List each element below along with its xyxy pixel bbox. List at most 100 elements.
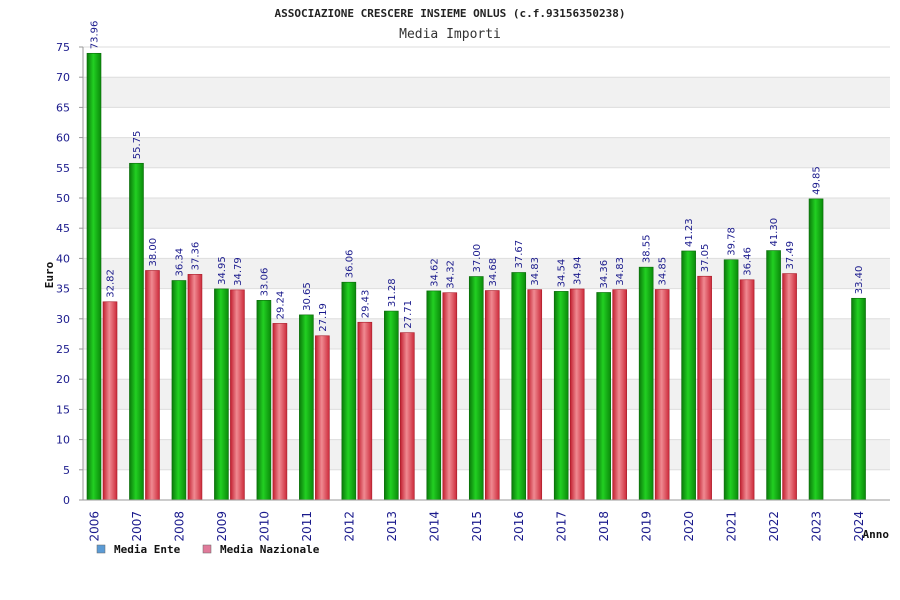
x-tick-label: 2006 xyxy=(88,511,102,542)
bar-media-ente xyxy=(129,162,144,501)
data-label-media-ente: 49.85 xyxy=(812,166,823,195)
data-label-media-ente: 41.23 xyxy=(684,218,695,247)
data-label-media-nazionale: 34.32 xyxy=(445,260,456,289)
y-axis-label: Euro xyxy=(43,261,56,288)
bar-media-ente xyxy=(426,290,442,501)
data-label-media-nazionale: 38.00 xyxy=(148,238,159,267)
data-label-media-ente: 37.00 xyxy=(472,244,483,273)
x-tick-label: 2009 xyxy=(215,511,229,542)
bar-media-nazionale xyxy=(782,273,797,501)
plot-band xyxy=(83,77,890,108)
bar-media-nazionale xyxy=(612,289,627,501)
x-tick-label: 2015 xyxy=(470,511,484,542)
data-label-media-ente: 30.65 xyxy=(302,282,313,311)
bar-media-nazionale xyxy=(569,288,585,501)
data-labels: 73.96 32.82 55.75 38.00 36.34 37.36 34.95 34.79… xyxy=(90,21,866,332)
bar-media-ente xyxy=(299,314,314,501)
y-tick-label: 70 xyxy=(56,71,70,84)
x-tick-label: 2008 xyxy=(172,511,186,542)
bar-media-nazionale xyxy=(527,289,543,501)
data-label-media-nazionale: 34.79 xyxy=(233,257,244,286)
legend-label-media-ente: Media Ente xyxy=(114,543,181,556)
data-label-media-ente: 33.06 xyxy=(259,268,270,297)
x-tick-label: 2007 xyxy=(130,511,144,542)
bar-media-ente xyxy=(808,198,824,501)
data-label-media-nazionale: 34.94 xyxy=(573,256,584,285)
bar-media-nazionale xyxy=(315,335,330,501)
bar-media-nazionale xyxy=(145,270,160,501)
x-tick-label: 2011 xyxy=(300,511,314,542)
data-label-media-nazionale: 34.83 xyxy=(530,257,541,286)
bar-media-ente xyxy=(596,292,611,501)
data-label-media-ente: 31.28 xyxy=(387,278,398,307)
y-tick-label: 25 xyxy=(56,343,70,356)
bar-media-ente xyxy=(638,266,654,501)
y-tick-label: 30 xyxy=(56,313,70,326)
y-tick-label: 75 xyxy=(56,41,70,54)
bar-media-ente xyxy=(553,291,569,501)
x-tick-label: 2010 xyxy=(257,511,271,542)
plot-band xyxy=(83,258,890,289)
x-tick-label: 2020 xyxy=(682,511,696,542)
bar-media-ente xyxy=(341,281,357,501)
data-label-media-ente: 33.40 xyxy=(854,266,865,295)
legend-swatch-media-nazionale xyxy=(202,544,212,554)
y-tick-label: 60 xyxy=(56,132,70,145)
bar-media-ente xyxy=(723,259,739,501)
bar-media-ente xyxy=(384,310,399,501)
legend-label-media-nazionale: Media Nazionale xyxy=(220,543,320,556)
x-tick-label: 2016 xyxy=(512,511,526,542)
bar-media-ente xyxy=(766,250,781,501)
bar-media-nazionale xyxy=(357,321,373,501)
bar-media-ente xyxy=(851,297,866,501)
chart-subtitle: Media Importi xyxy=(399,27,501,42)
bar-media-nazionale xyxy=(697,275,712,501)
data-label-media-nazionale: 29.43 xyxy=(360,290,371,319)
data-label-media-ente: 36.34 xyxy=(174,248,185,277)
x-tick-label: 2024 xyxy=(852,511,866,542)
bar-media-nazionale xyxy=(484,290,500,501)
data-label-media-nazionale: 34.83 xyxy=(615,257,626,286)
x-tick-label: 2018 xyxy=(597,511,611,542)
data-label-media-nazionale: 34.68 xyxy=(488,258,499,287)
y-tick-label: 40 xyxy=(56,252,70,265)
data-label-media-ente: 34.62 xyxy=(429,258,440,287)
x-tick-label: 2013 xyxy=(385,511,399,542)
data-label-media-ente: 36.06 xyxy=(344,250,355,279)
bar-media-nazionale xyxy=(442,292,458,501)
y-tick-label: 5 xyxy=(63,464,70,477)
plot-band xyxy=(83,198,890,229)
bar-media-nazionale xyxy=(230,289,245,501)
data-label-media-nazionale: 29.24 xyxy=(275,291,286,320)
x-tick-label: 2023 xyxy=(810,511,824,542)
legend-swatch-media-ente xyxy=(96,544,106,554)
bar-media-ente xyxy=(86,52,102,501)
x-tick-label: 2019 xyxy=(640,511,654,542)
x-tick-label: 2022 xyxy=(767,511,781,542)
x-tick-label: 2021 xyxy=(725,511,739,542)
data-label-media-ente: 41.30 xyxy=(769,218,780,247)
data-label-media-ente: 73.96 xyxy=(90,21,101,50)
y-tick-label: 50 xyxy=(56,192,70,205)
bar-media-nazionale xyxy=(102,301,118,501)
x-tick-label: 2017 xyxy=(555,511,569,542)
data-label-media-ente: 39.78 xyxy=(727,227,738,256)
y-ticks: 0 5 10 15 20 25 30 35 40 45 50 55 60 65 70 75 xyxy=(56,41,83,507)
data-label-media-nazionale: 32.82 xyxy=(106,269,117,298)
data-label-media-nazionale: 27.19 xyxy=(318,303,329,332)
legend: Media Ente Media Nazionale xyxy=(96,543,320,556)
data-label-media-ente: 34.36 xyxy=(599,260,610,289)
bar-media-nazionale xyxy=(654,289,670,501)
data-label-media-nazionale: 37.49 xyxy=(785,241,796,270)
bar-media-nazionale xyxy=(272,323,288,501)
data-label-media-nazionale: 37.36 xyxy=(190,242,201,271)
data-label-media-nazionale: 27.71 xyxy=(403,300,414,329)
x-axis-label: Anno xyxy=(863,528,890,541)
y-tick-label: 10 xyxy=(56,434,70,447)
data-label-media-ente: 34.95 xyxy=(217,256,228,285)
data-label-media-nazionale: 37.05 xyxy=(700,244,711,273)
bars xyxy=(86,52,866,501)
bar-media-ente xyxy=(256,300,272,501)
y-tick-label: 45 xyxy=(56,222,70,235)
